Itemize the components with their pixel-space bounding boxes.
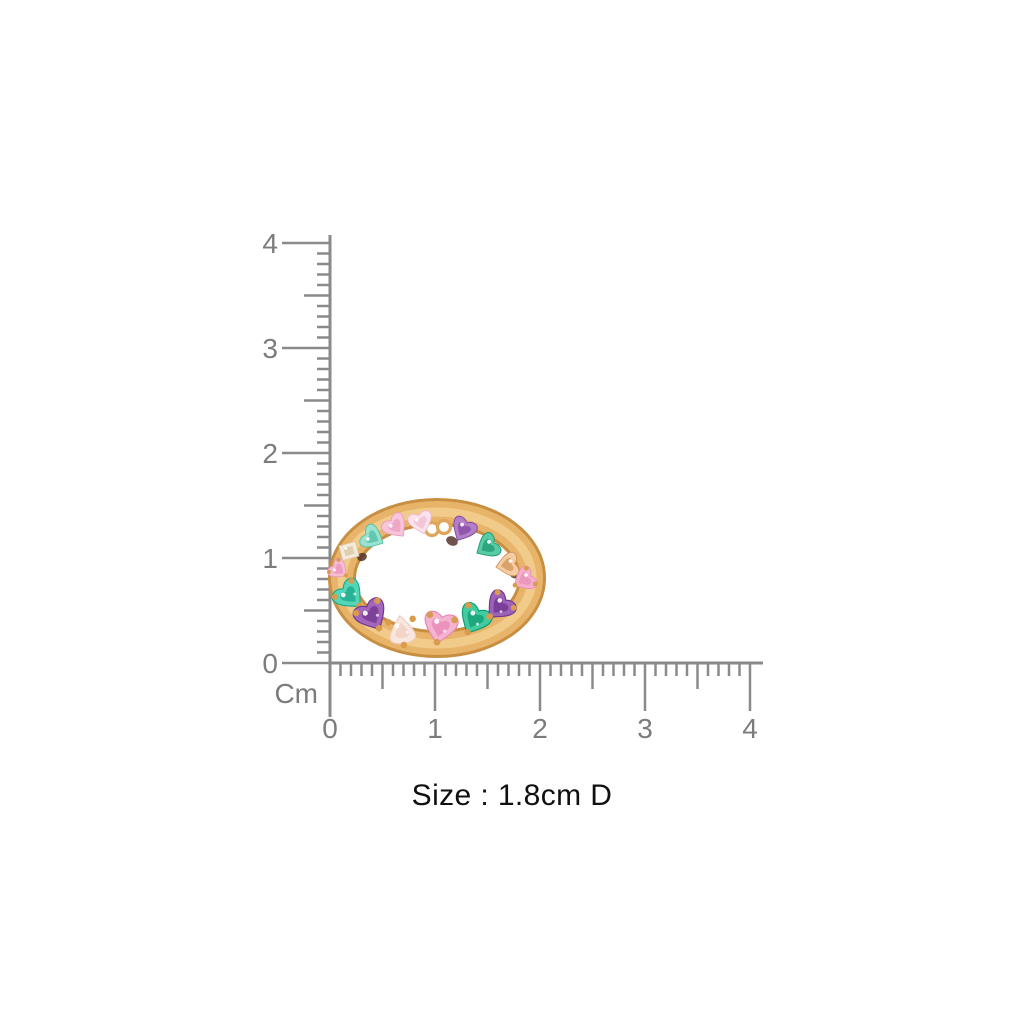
- gem-pink-right: [512, 565, 538, 590]
- prong: [374, 597, 381, 604]
- size-caption: Size : 1.8cm D: [411, 779, 613, 812]
- prong: [343, 573, 348, 578]
- gem-sparkle: [340, 592, 346, 598]
- gem-sparkle: [475, 622, 479, 626]
- gem-pink-left: [327, 557, 348, 578]
- gem-sparkle: [405, 630, 409, 634]
- prong: [385, 619, 392, 626]
- gem-pink-back: [381, 512, 405, 537]
- ruler-label-horizontal: 3: [637, 713, 653, 744]
- prong: [331, 593, 338, 600]
- gem-cream-side: [338, 541, 360, 561]
- gem-facets: [493, 597, 509, 613]
- ruler-labels: 0 0 1 1 2 2 3 3 4 4 Cm: [262, 228, 757, 744]
- gem-green-front: [461, 601, 493, 636]
- ruler-label-vertical: 3: [262, 333, 278, 364]
- prong: [336, 558, 341, 563]
- gem-facets: [481, 539, 495, 552]
- gem-sparkle: [470, 610, 476, 616]
- prong: [327, 569, 332, 574]
- gem-palepink-back: [407, 510, 432, 535]
- gem-sparkle: [524, 573, 528, 577]
- ruler-label-horizontal: 2: [532, 713, 548, 744]
- prong: [451, 616, 458, 624]
- gem-sparkle: [353, 592, 357, 596]
- band-dark-accent: [357, 552, 367, 562]
- ruler: [282, 235, 763, 717]
- gem-sparkle: [434, 618, 440, 624]
- prong: [409, 615, 416, 623]
- ruler-unit-label: Cm: [274, 678, 318, 709]
- gem-purple-back: [453, 515, 478, 541]
- ring-twist-loop: [435, 518, 453, 536]
- gem-rose-quartz: [385, 614, 417, 649]
- gem-aqua-front: [331, 577, 363, 609]
- gem-sparkle: [332, 568, 337, 572]
- gem-sparkle: [375, 613, 379, 617]
- prong: [465, 602, 472, 609]
- gem-peach-back: [495, 551, 520, 577]
- gem-sparkle: [487, 539, 491, 544]
- gem-sparkle: [443, 629, 447, 633]
- ruler-label-vertical: 4: [262, 228, 278, 259]
- gem-sparkle: [388, 523, 393, 528]
- gem-purple-right: [487, 589, 517, 620]
- gem-aqua-back: [359, 523, 384, 548]
- prong: [352, 609, 360, 617]
- prong: [400, 641, 408, 649]
- gem-sparkle: [362, 610, 368, 616]
- prong: [510, 604, 517, 611]
- prong: [464, 628, 471, 636]
- ruler-label-horizontal: 0: [322, 713, 338, 744]
- prong: [433, 638, 441, 646]
- prong: [375, 624, 383, 632]
- prong: [426, 611, 434, 619]
- prong: [512, 582, 518, 588]
- prong: [348, 577, 355, 584]
- gem-facets: [388, 519, 401, 533]
- prong: [532, 581, 538, 587]
- gem-sparkle: [344, 546, 348, 550]
- ring-photo: [327, 498, 546, 658]
- ruler-label-horizontal: 1: [427, 713, 443, 744]
- gem-facets: [340, 586, 356, 602]
- prong: [494, 589, 501, 596]
- gem-sparkle: [508, 559, 513, 563]
- gem-sparkle: [365, 537, 370, 541]
- ruler-label-vertical: 2: [262, 438, 278, 469]
- gem-green-back: [476, 532, 502, 557]
- gem-pink-front: [424, 610, 459, 646]
- prong: [523, 565, 529, 571]
- ruler-label-horizontal: 4: [742, 713, 758, 744]
- ruler-label-vertical: 1: [262, 543, 278, 574]
- ruler-label-vertical: 0: [262, 648, 278, 679]
- band-dark-accent: [446, 536, 458, 546]
- prong: [487, 613, 494, 620]
- gem-sparkle: [414, 517, 419, 522]
- gem-sparkle: [460, 522, 465, 527]
- gem-sparkle: [499, 610, 503, 613]
- gem-sparkle: [394, 623, 400, 629]
- gem-purple-front: [352, 597, 385, 632]
- gem-facets: [361, 605, 379, 624]
- gem-facets: [518, 572, 532, 585]
- gem-sparkle: [497, 598, 503, 603]
